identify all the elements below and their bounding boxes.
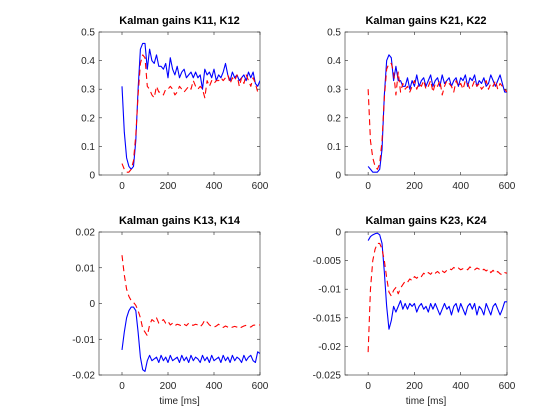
subplot-k11-k12: 0 200 400 600 0 0.1 0.2 0.3 0.4 0.5 Kalman gains K… [81, 15, 269, 192]
y-tick-label: 0 [89, 171, 95, 182]
series-line-red-dashed [121, 255, 260, 337]
x-tick-label: 200 [406, 181, 423, 192]
y-tick-label: 0.3 [327, 85, 341, 96]
plot-area-frame [344, 231, 508, 376]
x-tick-label: 200 [160, 381, 177, 392]
subplot-title: Kalman gains K11, K12 [119, 15, 239, 27]
series-line-blue-solid [121, 306, 260, 372]
y-tick-label: 0.4 [327, 56, 341, 67]
x-tick-label: 0 [119, 181, 125, 192]
y-tick-label: -0.015 [313, 313, 342, 324]
y-tick-label: 0.1 [81, 142, 95, 153]
x-tick-label: 0 [119, 381, 125, 392]
y-tick-label: -0.01 [72, 335, 95, 346]
series-line-blue-solid [367, 232, 507, 330]
y-tick-label: 0.5 [327, 28, 341, 39]
y-tick-label: 0 [89, 299, 95, 310]
x-tick-label: 400 [452, 181, 469, 192]
y-tick-label: -0.01 [318, 285, 341, 296]
plot-area-frame [98, 231, 261, 376]
x-tick-label: 400 [206, 381, 223, 392]
y-tick-label: 0.2 [81, 113, 95, 124]
y-tick-label: -0.005 [313, 256, 342, 267]
series-line-blue-solid [367, 54, 507, 173]
x-tick-label: 200 [406, 381, 423, 392]
x-axis-label: time [ms] [406, 396, 447, 407]
x-tick-label: 200 [160, 181, 177, 192]
series-line-blue-solid [121, 42, 260, 170]
y-tick-label: 0.02 [76, 228, 96, 239]
y-tick-label: -0.02 [72, 371, 95, 382]
x-tick-label: 0 [365, 181, 371, 192]
series-line-red-dashed [121, 54, 260, 173]
series-line-red-dashed [367, 242, 507, 353]
plot-area-frame [344, 31, 508, 176]
subplot-k23-k24: 0 200 400 600 -0.025 -0.02 -0.015 -0.01 -0.005 0 K… [313, 215, 516, 407]
subplot-title: Kalman gains K21, K22 [365, 15, 486, 27]
y-tick-label: 0.5 [81, 28, 95, 39]
plot-area-frame [98, 31, 261, 176]
y-tick-label: 0.2 [327, 113, 341, 124]
series-line-red-dashed [367, 62, 507, 170]
subplot-title: Kalman gains K13, K14 [119, 215, 241, 227]
subplot-k13-k14: 0 200 400 600 -0.02 -0.01 0 0.01 0.02 Kalman gain… [72, 215, 269, 407]
y-tick-label: 0.3 [81, 85, 95, 96]
y-tick-label: 0.4 [81, 56, 95, 67]
x-axis-label: time [ms] [159, 396, 200, 407]
x-tick-label: 600 [252, 181, 269, 192]
subplot-title: Kalman gains K23, K24 [365, 215, 487, 227]
y-tick-label: -0.025 [313, 371, 342, 382]
y-tick-label: 0 [335, 171, 341, 182]
y-tick-label: 0.1 [327, 142, 341, 153]
x-tick-label: 0 [365, 381, 371, 392]
x-tick-label: 400 [206, 181, 223, 192]
x-tick-label: 400 [452, 381, 469, 392]
x-tick-label: 600 [499, 181, 516, 192]
x-tick-label: 600 [252, 381, 269, 392]
x-tick-label: 600 [499, 381, 516, 392]
y-tick-label: -0.02 [318, 342, 341, 353]
y-tick-label: 0 [335, 228, 341, 239]
y-tick-label: 0.01 [76, 263, 96, 274]
subplot-k21-k22: 0 200 400 600 0 0.1 0.2 0.3 0.4 0.5 Kalman gains K… [327, 15, 516, 192]
